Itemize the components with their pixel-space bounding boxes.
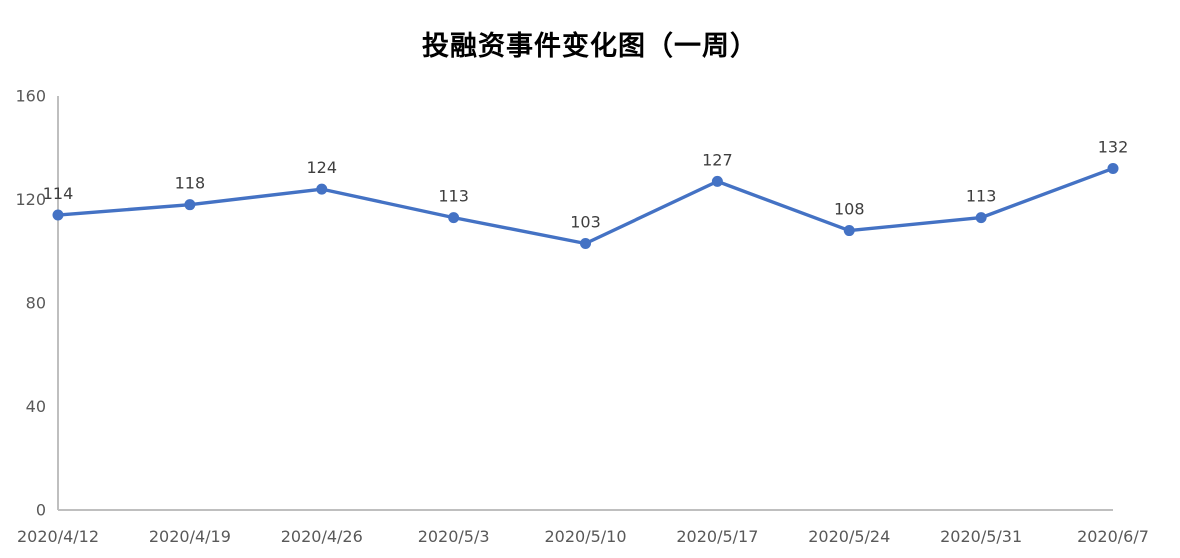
y-tick-label: 0 [36,501,46,520]
x-tick-label: 2020/4/26 [281,527,363,546]
x-tick-label: 2020/5/31 [940,527,1022,546]
x-tick-label: 2020/5/3 [418,527,490,546]
data-point-label: 118 [175,174,206,193]
data-point-marker [975,212,987,224]
data-point-label: 108 [834,200,865,219]
x-tick-label: 2020/5/17 [676,527,758,546]
data-point-marker [1107,162,1119,174]
data-point-label: 103 [570,212,601,231]
data-point-marker [711,175,723,187]
data-point-label: 124 [306,158,337,177]
data-point-marker [52,209,64,221]
data-point-label: 113 [966,187,997,206]
data-point-marker [184,199,196,211]
data-point-marker [843,225,855,237]
data-point-label: 132 [1098,137,1129,156]
data-point-marker [316,183,328,195]
y-tick-label: 120 [15,190,46,209]
x-tick-label: 2020/5/10 [544,527,626,546]
data-point-marker [580,237,591,249]
data-point-label: 127 [702,150,733,169]
chart-title: 投融资事件变化图（一周） [422,31,758,62]
data-point-label: 113 [438,187,469,206]
x-tick-label: 2020/4/12 [17,527,99,546]
data-point-label: 114 [43,184,74,203]
data-point-marker [448,212,460,224]
x-tick-label: 2020/5/24 [808,527,890,546]
y-tick-label: 40 [26,397,46,416]
x-tick-label: 2020/6/7 [1077,527,1149,546]
y-tick-label: 160 [15,87,46,106]
y-tick-label: 80 [26,294,46,313]
x-tick-label: 2020/4/19 [149,527,231,546]
series-line [56,166,1115,246]
